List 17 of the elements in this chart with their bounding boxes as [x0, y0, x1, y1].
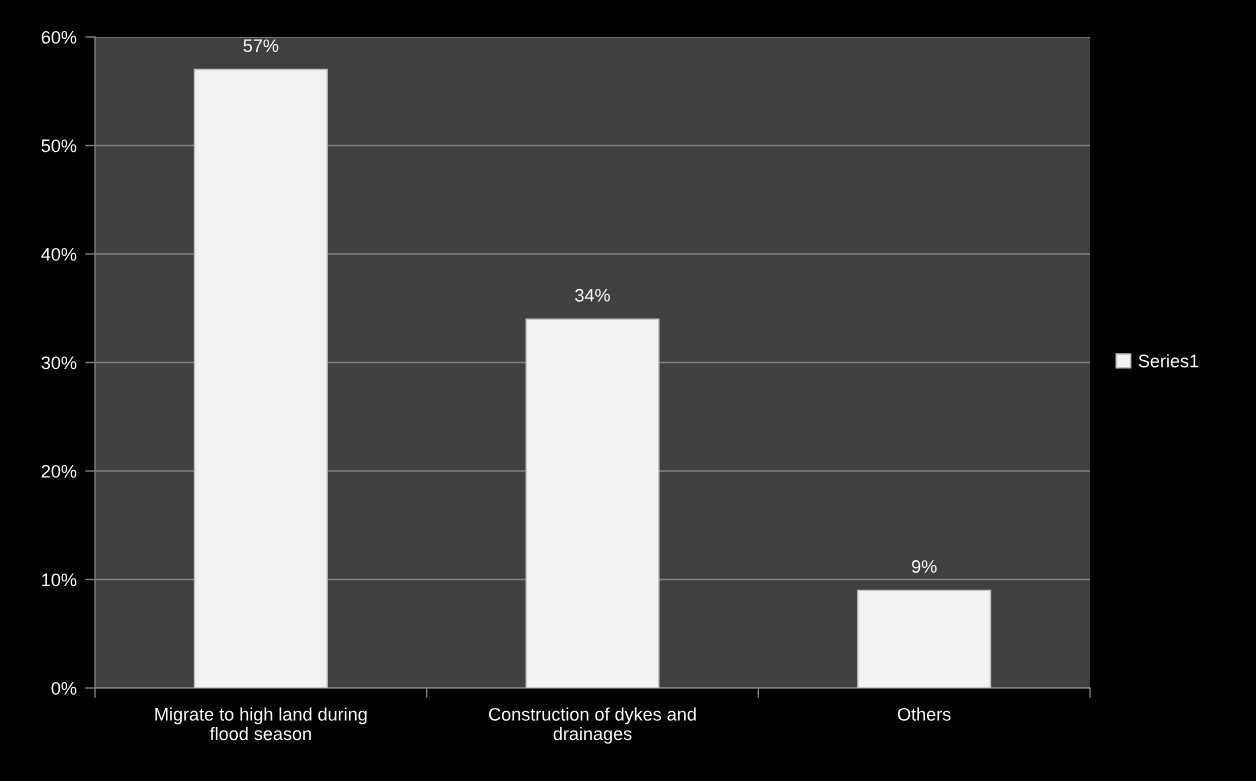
data-label: 34%	[575, 288, 610, 302]
x-tick-label: Others	[897, 707, 951, 721]
bar	[857, 589, 992, 688]
y-tick-label: 30%	[41, 356, 77, 370]
y-tick-label: 60%	[41, 30, 77, 44]
bar	[193, 68, 328, 688]
x-tick-label: Migrate to high land during flood season	[155, 707, 367, 741]
x-tick-label: Construction of dykes and drainages	[489, 707, 696, 744]
data-label: 9%	[911, 560, 937, 573]
data-label: 57%	[243, 39, 279, 53]
y-tick-label: 0%	[51, 681, 77, 695]
y-tick-label: 10%	[42, 573, 77, 587]
y-tick-label: 20%	[41, 464, 77, 478]
legend-label: Series1	[1138, 354, 1199, 368]
bar	[525, 318, 660, 688]
y-tick-label: 40%	[41, 247, 77, 261]
y-tick-label: 50%	[41, 139, 77, 153]
